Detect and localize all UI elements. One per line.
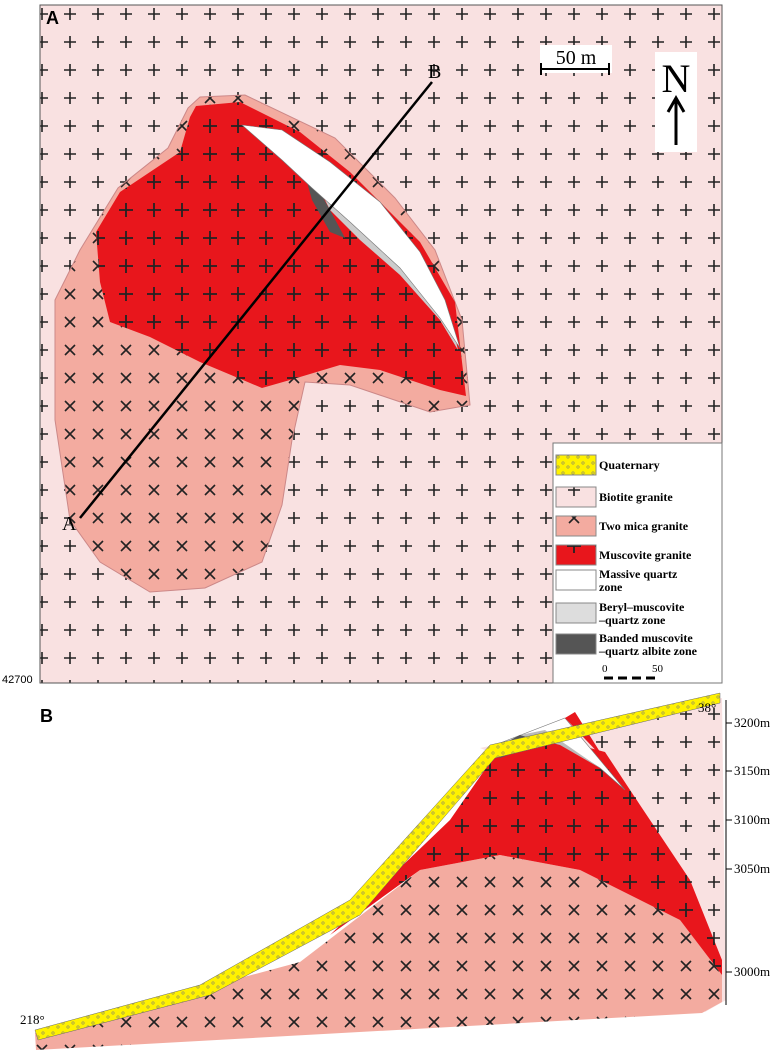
legend-label: Beryl–muscovite <box>599 600 685 614</box>
elevation-label: 3200m <box>734 715 770 730</box>
legend-scale-label: 50 <box>652 663 664 675</box>
legend-items: Quaternary Biotite granite Two mica granit… <box>555 454 698 658</box>
elevation-label: 3100m <box>734 812 770 827</box>
quaternary-strip <box>34 692 721 1041</box>
muscovite-section <box>330 740 722 975</box>
panel-label: A <box>46 8 59 28</box>
muscovite-area <box>96 102 466 396</box>
profile-line <box>79 81 433 519</box>
elevation-label: 3150m <box>734 763 770 778</box>
north-label: N <box>662 56 691 101</box>
legend-swatch <box>555 486 597 508</box>
profile-start: A <box>62 513 77 535</box>
panel-b: B 38° 218° 3200m 3150m 3100m 3050m 3000m <box>20 692 770 1050</box>
legend-swatch <box>555 602 597 624</box>
legend-label: Muscovite granite <box>599 548 692 562</box>
scale-bar <box>540 63 610 75</box>
azimuth-label: 38° <box>698 700 716 715</box>
scale-label: 50 m <box>556 47 597 69</box>
quartz-zone <box>241 124 461 349</box>
legend-swatch <box>555 515 597 537</box>
legend-label: Quaternary <box>599 458 660 472</box>
legend-scale-label: 0 <box>602 663 608 675</box>
legend-swatch <box>555 544 597 566</box>
coordinate: 42700 <box>2 674 33 686</box>
legend-swatch <box>555 454 597 476</box>
elevation-labels: 3200m 3150m 3100m 3050m 3000m <box>726 715 770 979</box>
panel-label: B <box>40 706 53 726</box>
two-mica-section <box>35 855 722 1050</box>
legend-label: –quartz zone <box>598 613 666 627</box>
legend-label: Biotite granite <box>599 490 673 504</box>
legend-swatch <box>555 569 597 591</box>
legend-label: Massive quartz <box>599 567 678 581</box>
elevation-label: 3000m <box>734 964 770 979</box>
legend-label: –quartz albite zone <box>598 644 698 658</box>
legend-label: zone <box>599 580 623 594</box>
azimuth-label: 218° <box>20 1012 45 1027</box>
profile-end: B <box>428 61 441 83</box>
north-arrow <box>666 94 686 145</box>
legend-swatch <box>555 633 597 655</box>
legend-label: Banded muscovite <box>599 631 693 645</box>
elevation-label: 3050m <box>734 861 770 876</box>
legend-label: Two mica granite <box>599 519 689 533</box>
panel-a: A B A 50 m N 42700 Quaternary Biotite gra… <box>2 4 723 686</box>
